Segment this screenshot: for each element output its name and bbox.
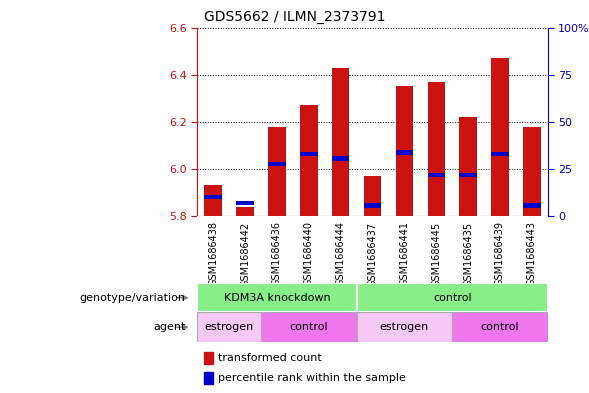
Text: GSM1686438: GSM1686438 (209, 222, 219, 286)
Bar (491, 58, 509, 216)
Text: GSM1686444: GSM1686444 (336, 222, 346, 286)
Bar (268, 127, 286, 216)
Text: GDS5662 / ILMN_2373791: GDS5662 / ILMN_2373791 (204, 10, 385, 24)
Bar (364, 204, 381, 208)
Text: GSM1686440: GSM1686440 (304, 222, 314, 286)
Bar (356, 312, 452, 342)
Text: estrogen: estrogen (204, 322, 254, 332)
Bar (261, 312, 356, 342)
Text: GSM1686436: GSM1686436 (272, 222, 282, 286)
Text: control: control (290, 322, 328, 332)
Text: GSM1686439: GSM1686439 (495, 222, 505, 286)
Text: genotype/variation: genotype/variation (80, 293, 186, 303)
Bar (300, 152, 317, 156)
Bar (428, 82, 445, 216)
Text: percentile rank within the sample: percentile rank within the sample (219, 373, 406, 383)
Bar (204, 195, 222, 199)
Bar (197, 283, 356, 312)
Bar (332, 68, 349, 216)
Bar (428, 173, 445, 177)
Bar (459, 173, 477, 177)
Bar (197, 312, 261, 342)
Bar (236, 201, 254, 205)
Text: control: control (481, 322, 519, 332)
Bar (332, 156, 349, 160)
Bar (204, 372, 213, 384)
Text: KDM3A knockdown: KDM3A knockdown (224, 293, 330, 303)
Bar (396, 151, 413, 154)
Text: agent: agent (153, 322, 186, 332)
Bar (364, 176, 381, 216)
Text: transformed count: transformed count (219, 353, 322, 363)
Bar (523, 204, 541, 208)
Text: GSM1686442: GSM1686442 (240, 222, 250, 286)
Bar (268, 162, 286, 166)
Text: estrogen: estrogen (380, 322, 429, 332)
Text: control: control (433, 293, 472, 303)
Bar (396, 86, 413, 216)
Text: GSM1686435: GSM1686435 (463, 222, 473, 286)
Bar (459, 117, 477, 216)
Bar (356, 283, 548, 312)
Text: GSM1686443: GSM1686443 (527, 222, 537, 286)
Bar (236, 207, 254, 216)
Bar (452, 312, 548, 342)
Bar (204, 352, 213, 364)
Bar (491, 152, 509, 156)
Bar (204, 185, 222, 216)
Text: GSM1686437: GSM1686437 (368, 222, 378, 286)
Bar (523, 127, 541, 216)
Text: GSM1686445: GSM1686445 (431, 222, 441, 286)
Text: GSM1686441: GSM1686441 (399, 222, 409, 286)
Bar (300, 105, 317, 216)
